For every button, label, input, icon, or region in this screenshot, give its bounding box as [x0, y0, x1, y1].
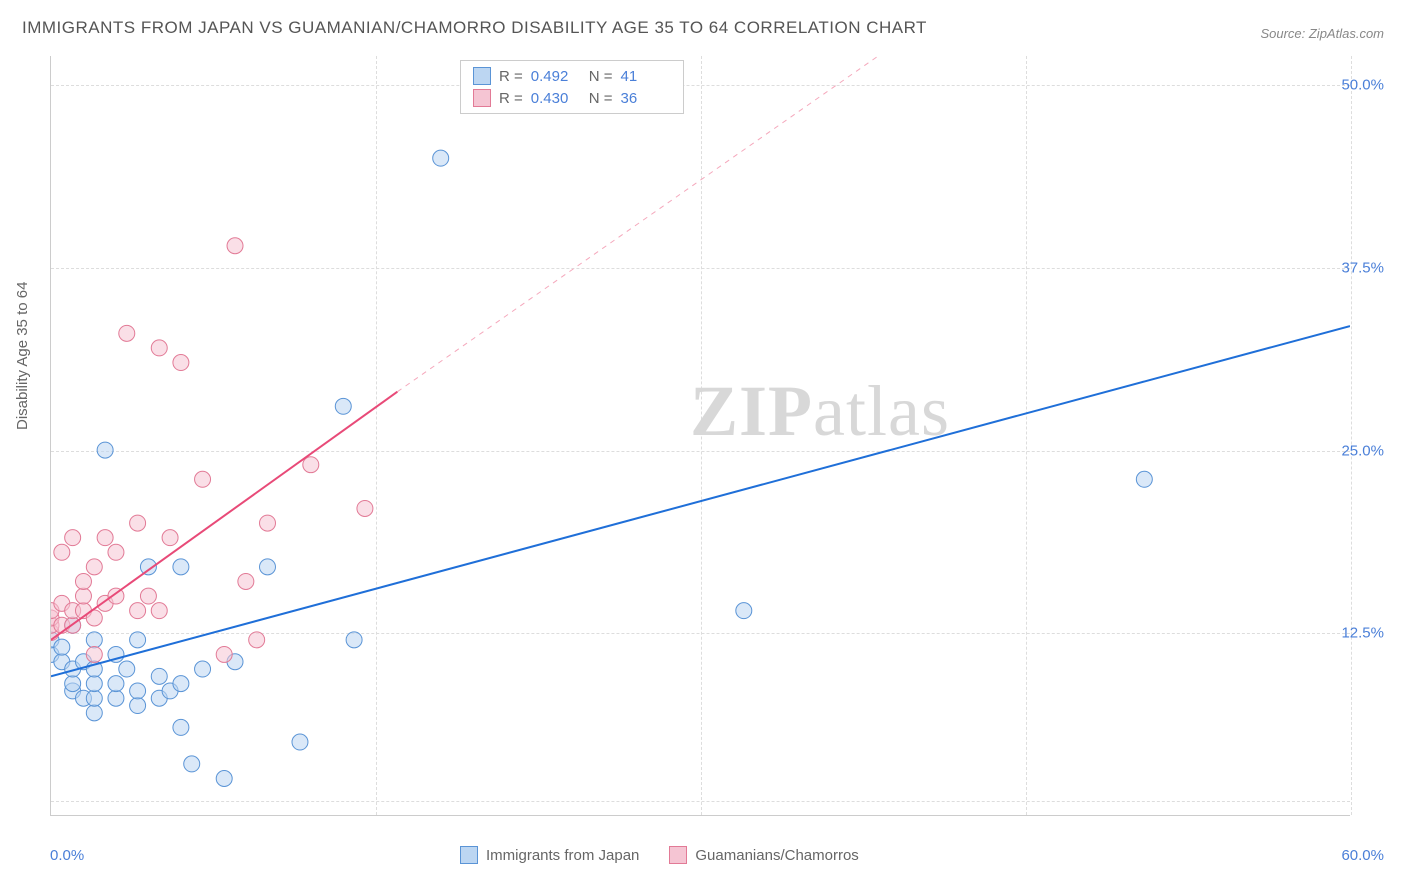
stats-legend-row: R = 0.492 N = 41	[473, 65, 671, 87]
legend-swatch	[460, 846, 478, 864]
data-point	[130, 632, 146, 648]
legend-n-label: N =	[589, 90, 613, 107]
series-legend-label: Immigrants from Japan	[486, 847, 639, 864]
legend-r-label: R =	[499, 90, 523, 107]
data-point	[130, 515, 146, 531]
legend-r-value: 0.430	[531, 90, 581, 107]
legend-swatch	[473, 89, 491, 107]
legend-n-value: 36	[621, 90, 671, 107]
x-tick-label: 0.0%	[50, 847, 84, 864]
data-point	[346, 632, 362, 648]
data-point	[238, 573, 254, 589]
series-legend-label: Guamanians/Chamorros	[695, 847, 858, 864]
chart-svg	[51, 56, 1350, 815]
legend-swatch	[473, 67, 491, 85]
data-point	[86, 632, 102, 648]
legend-swatch	[669, 846, 687, 864]
data-point	[54, 639, 70, 655]
data-point	[249, 632, 265, 648]
data-point	[151, 340, 167, 356]
data-point	[303, 457, 319, 473]
data-point	[119, 661, 135, 677]
data-point	[1136, 471, 1152, 487]
stats-legend: R = 0.492 N = 41 R = 0.430 N = 36	[460, 60, 684, 114]
data-point	[260, 559, 276, 575]
data-point	[97, 442, 113, 458]
data-point	[65, 676, 81, 692]
data-point	[173, 559, 189, 575]
stats-legend-row: R = 0.430 N = 36	[473, 87, 671, 109]
data-point	[75, 588, 91, 604]
data-point	[736, 603, 752, 619]
data-point	[65, 530, 81, 546]
legend-n-label: N =	[589, 68, 613, 85]
data-point	[335, 398, 351, 414]
data-point	[151, 603, 167, 619]
source-attribution: Source: ZipAtlas.com	[1260, 26, 1384, 41]
data-point	[86, 690, 102, 706]
plot-area	[50, 56, 1350, 816]
data-point	[195, 471, 211, 487]
legend-n-value: 41	[621, 68, 671, 85]
data-point	[216, 646, 232, 662]
legend-r-value: 0.492	[531, 68, 581, 85]
data-point	[130, 698, 146, 714]
data-point	[173, 355, 189, 371]
trend-line	[51, 392, 397, 640]
chart-title: IMMIGRANTS FROM JAPAN VS GUAMANIAN/CHAMO…	[22, 18, 927, 38]
data-point	[86, 676, 102, 692]
data-point	[140, 588, 156, 604]
data-point	[130, 683, 146, 699]
data-point	[130, 603, 146, 619]
data-point	[86, 646, 102, 662]
series-legend-item: Immigrants from Japan	[460, 846, 639, 864]
series-legend: Immigrants from Japan Guamanians/Chamorro…	[460, 846, 859, 864]
data-point	[195, 661, 211, 677]
data-point	[108, 544, 124, 560]
data-point	[108, 690, 124, 706]
data-point	[227, 238, 243, 254]
legend-r-label: R =	[499, 68, 523, 85]
gridline-vertical	[1351, 56, 1352, 815]
data-point	[292, 734, 308, 750]
data-point	[173, 676, 189, 692]
data-point	[433, 150, 449, 166]
data-point	[54, 544, 70, 560]
data-point	[173, 719, 189, 735]
x-tick-label: 60.0%	[1341, 847, 1384, 864]
data-point	[108, 676, 124, 692]
data-point	[86, 559, 102, 575]
y-axis-label: Disability Age 35 to 64	[14, 282, 31, 430]
data-point	[216, 771, 232, 787]
data-point	[184, 756, 200, 772]
data-point	[86, 705, 102, 721]
data-point	[97, 530, 113, 546]
data-point	[151, 668, 167, 684]
data-point	[260, 515, 276, 531]
data-point	[357, 500, 373, 516]
data-point	[75, 573, 91, 589]
data-point	[119, 325, 135, 341]
series-legend-item: Guamanians/Chamorros	[669, 846, 858, 864]
data-point	[162, 530, 178, 546]
